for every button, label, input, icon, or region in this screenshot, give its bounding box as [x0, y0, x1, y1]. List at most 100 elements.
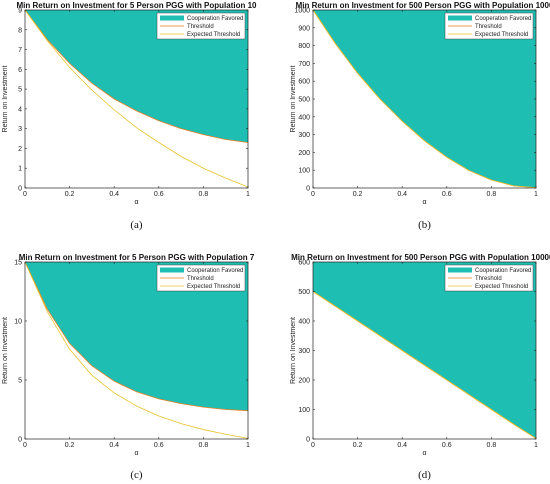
y-tick-label: 500 — [298, 289, 310, 296]
y-axis-label: Return on Investment — [2, 317, 9, 384]
legend-label: Cooperation Favored — [475, 16, 531, 22]
x-tick-label: 0.2 — [353, 442, 363, 449]
chart-panel-c: Min Return on Investment for 5 Person PG… — [2, 253, 255, 481]
x-tick-label: 1 — [246, 191, 250, 198]
legend: Cooperation Favored Threshold Expected Thr… — [444, 12, 534, 40]
y-tick-label: 0 — [18, 186, 22, 193]
legend: Cooperation Favored Threshold Expected Thr… — [156, 264, 246, 292]
y-tick-label: 0 — [18, 437, 22, 444]
y-tick-label: 2 — [18, 146, 22, 153]
cooperation-favored-area — [313, 262, 536, 439]
x-tick-label: 0 — [311, 442, 315, 449]
y-tick-label: 1000 — [294, 8, 310, 15]
axes-frame — [24, 9, 249, 189]
y-axis-label: Return on Investment — [2, 65, 9, 132]
y-tick-label: 15 — [14, 260, 22, 267]
panel-caption: (d) — [418, 469, 431, 481]
y-axis-label: Return on Investment — [290, 317, 297, 384]
x-tick-label: 0.4 — [109, 191, 119, 198]
y-tick-label: 5 — [18, 87, 22, 94]
y-tick-label: 100 — [298, 407, 310, 414]
x-tick-label: 0.6 — [442, 191, 452, 198]
y-tick-label: 4 — [18, 106, 22, 113]
y-tick-label: 300 — [298, 348, 310, 355]
x-tick-label: 1 — [534, 191, 538, 198]
threshold-line — [24, 9, 249, 143]
x-tick-label: 0.6 — [154, 442, 164, 449]
legend-label: Expected Threshold — [475, 32, 528, 38]
legend-label: Cooperation Favored — [187, 268, 243, 274]
x-tick-label: 0 — [23, 442, 27, 449]
y-tick-label: 700 — [298, 61, 310, 68]
x-tick-label: 0.2 — [65, 442, 75, 449]
legend-swatch-cooperation — [448, 267, 472, 273]
x-tick-label: 0 — [23, 191, 27, 198]
chart-title: Min Return on Investment for 500 Person … — [291, 253, 550, 262]
legend-label: Expected Threshold — [475, 284, 528, 290]
legend-swatch-cooperation — [448, 15, 472, 21]
x-tick-label: 0.6 — [442, 442, 452, 449]
x-tick-label: 0.4 — [397, 442, 407, 449]
legend-label: Threshold — [187, 24, 214, 30]
y-tick-label: 900 — [298, 25, 310, 32]
legend-label: Expected Threshold — [187, 32, 240, 38]
x-tick-label: 0.2 — [353, 191, 363, 198]
y-tick-label: 8 — [18, 27, 22, 34]
legend-swatch-cooperation — [160, 15, 184, 21]
expected-threshold-line — [312, 9, 537, 189]
chart-panel-b: Min Return on Investment for 500 Person … — [290, 1, 550, 231]
y-tick-label: 3 — [18, 126, 22, 133]
chart-title: Min Return on Investment for 5 Person PG… — [16, 1, 257, 10]
y-tick-label: 10 — [14, 319, 22, 326]
legend-label: Expected Threshold — [187, 284, 240, 290]
panel-caption: (b) — [418, 219, 431, 231]
y-tick-label: 400 — [298, 114, 310, 121]
x-axis-label: α — [134, 199, 138, 206]
legend-label: Cooperation Favored — [475, 268, 531, 274]
chart-title: Min Return on Investment for 5 Person PG… — [19, 253, 255, 262]
x-tick-label: 0.8 — [199, 191, 209, 198]
y-tick-label: 6 — [18, 67, 22, 74]
chart-title: Min Return on Investment for 500 Person … — [296, 1, 550, 10]
expected-threshold-line — [24, 261, 249, 439]
y-tick-label: 9 — [18, 8, 22, 15]
y-tick-label: 1 — [18, 166, 22, 173]
x-tick-label: 0.2 — [65, 191, 75, 198]
y-tick-label: 0 — [306, 186, 310, 193]
y-tick-label: 0 — [306, 437, 310, 444]
x-tick-label: 0.8 — [487, 442, 497, 449]
legend-label: Threshold — [475, 24, 502, 30]
y-tick-label: 800 — [298, 43, 310, 50]
y-tick-label: 7 — [18, 47, 22, 54]
x-tick-label: 0.4 — [397, 191, 407, 198]
chart-panel-a: Min Return on Investment for 5 Person PG… — [2, 1, 257, 231]
x-tick-label: 0.6 — [154, 191, 164, 198]
x-tick-label: 0.8 — [487, 191, 497, 198]
y-axis-label: Return on Investment — [290, 65, 297, 132]
expected-threshold-line — [24, 9, 249, 188]
x-tick-label: 1 — [246, 442, 250, 449]
y-tick-label: 600 — [298, 260, 310, 267]
y-tick-label: 100 — [298, 168, 310, 175]
x-axis-label: α — [422, 199, 426, 206]
x-tick-label: 0 — [311, 191, 315, 198]
x-axis-label: α — [422, 450, 426, 457]
axes-frame — [24, 261, 249, 440]
legend-swatch-cooperation — [160, 267, 184, 273]
x-axis-label: α — [134, 450, 138, 457]
y-tick-label: 200 — [298, 378, 310, 385]
legend-label: Threshold — [187, 276, 214, 282]
y-tick-label: 400 — [298, 319, 310, 326]
threshold-line — [24, 261, 249, 412]
y-tick-label: 5 — [18, 378, 22, 385]
x-tick-label: 1 — [534, 442, 538, 449]
y-tick-label: 300 — [298, 132, 310, 139]
legend-label: Threshold — [475, 276, 502, 282]
cooperation-favored-area — [25, 262, 248, 411]
chart-panel-d: Min Return on Investment for 500 Person … — [290, 253, 550, 481]
legend-label: Cooperation Favored — [187, 16, 243, 22]
x-tick-label: 0.4 — [109, 442, 119, 449]
panel-caption: (a) — [130, 219, 143, 231]
cooperation-favored-area — [25, 10, 248, 143]
